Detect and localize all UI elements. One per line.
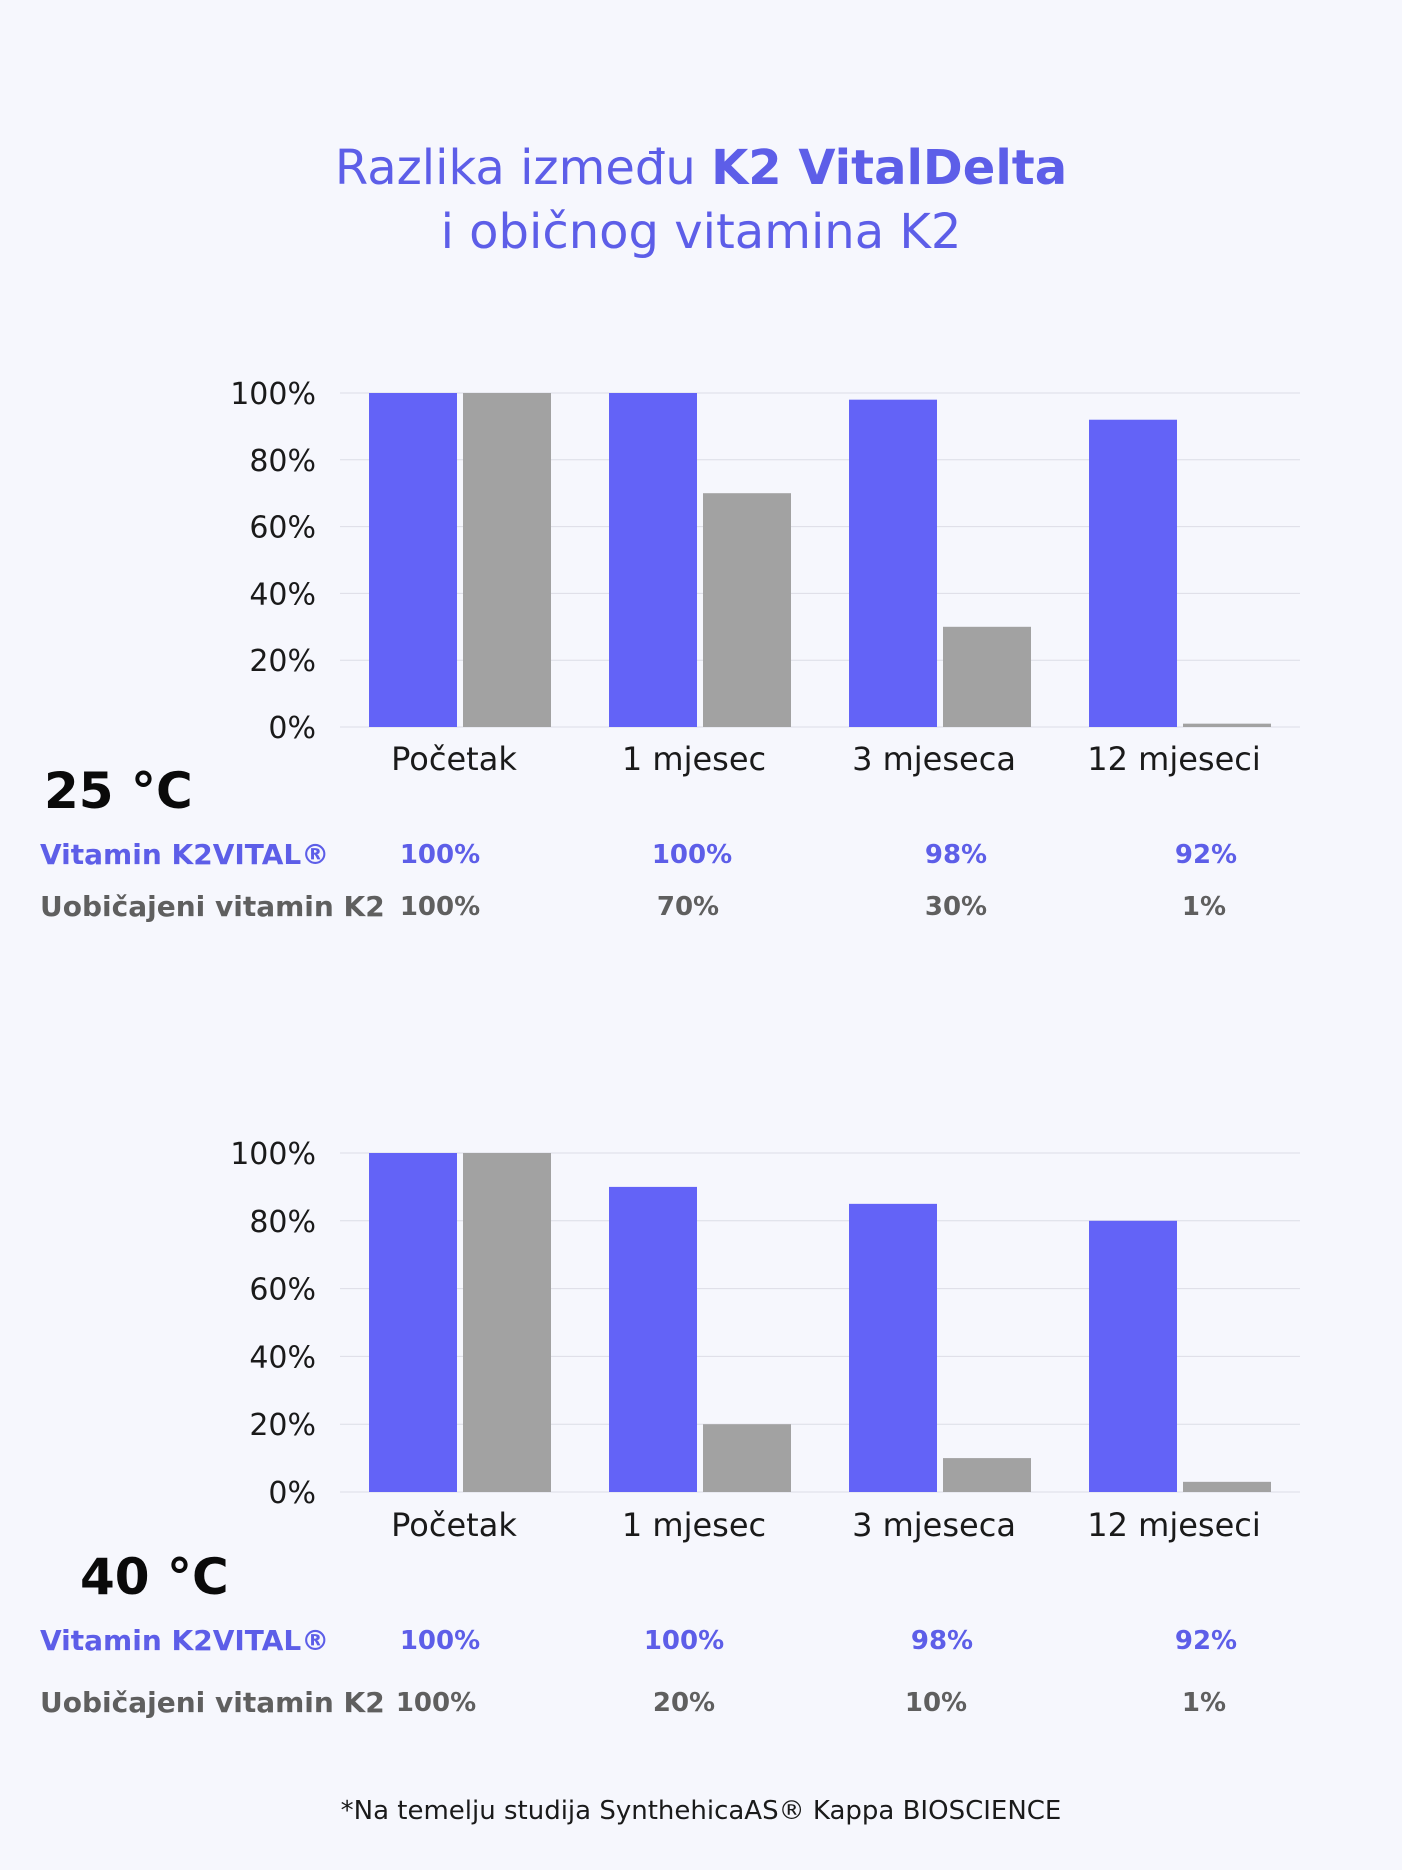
y-tick-label: 80%	[249, 1205, 316, 1240]
temperature-label-40c: 40 °C	[80, 1548, 229, 1606]
x-tick-label: 1 mjesec	[622, 1506, 766, 1544]
bar-regular	[943, 1458, 1031, 1492]
x-tick-label: Početak	[391, 1506, 517, 1544]
value-k2vital-40c-2: 98%	[910, 1626, 974, 1656]
value-regular-25c-2: 30%	[924, 892, 988, 922]
bar-regular	[703, 1424, 791, 1492]
y-tick-label: 100%	[230, 1137, 316, 1172]
legend-row-k2vital-25c: Vitamin K2VITAL®	[40, 838, 330, 871]
bar-regular	[1183, 1481, 1271, 1492]
title-line-2: i običnog vitamina K2	[440, 204, 962, 260]
bar-regular	[943, 626, 1031, 727]
value-regular-40c-2: 10%	[904, 1688, 968, 1718]
chart-40c: 0% 20% 40% 60% 80% 100% Početak 1 mjesec 3 mjese…	[230, 1137, 1300, 1544]
y-tick-label: 40%	[249, 577, 316, 612]
legend-row-regular-25c: Uobičajeni vitamin K2	[40, 890, 385, 923]
value-k2vital-25c-1: 100%	[651, 840, 733, 870]
bar-k2vital	[849, 399, 937, 727]
legend-row-regular-40c: Uobičajeni vitamin K2	[40, 1686, 385, 1719]
value-regular-40c-1: 20%	[652, 1688, 716, 1718]
title-brand: K2 VitalDelta	[711, 140, 1068, 196]
x-tick-label: 12 mjeseci	[1087, 1506, 1260, 1544]
page-title: Razlika između K2 VitalDelta i običnog v…	[0, 136, 1402, 264]
value-k2vital-40c-1: 100%	[643, 1626, 725, 1656]
value-regular-25c-0: 100%	[399, 892, 481, 922]
value-k2vital-40c-3: 92%	[1174, 1626, 1238, 1656]
y-tick-label: 60%	[249, 1273, 316, 1308]
value-k2vital-25c-3: 92%	[1174, 840, 1238, 870]
y-tick-label: 40%	[249, 1340, 316, 1375]
y-tick-label: 0%	[268, 1476, 316, 1511]
legend-row-k2vital-40c: Vitamin K2VITAL®	[40, 1624, 330, 1657]
temperature-label-25c: 25 °C	[44, 762, 193, 820]
bar-regular	[463, 1153, 551, 1492]
value-regular-40c-0: 100%	[395, 1688, 477, 1718]
bar-k2vital	[1089, 1220, 1177, 1492]
value-regular-40c-3: 1%	[1181, 1688, 1227, 1718]
bar-k2vital	[609, 393, 697, 727]
bar-regular	[1183, 723, 1271, 727]
bar-k2vital	[369, 393, 457, 727]
x-tick-label: 1 mjesec	[622, 740, 766, 778]
x-tick-label: 3 mjeseca	[852, 740, 1016, 778]
bar-k2vital	[609, 1186, 697, 1492]
title-prefix: Razlika između	[334, 140, 712, 196]
value-regular-25c-3: 1%	[1181, 892, 1227, 922]
bar-regular	[703, 493, 791, 727]
y-tick-label: 80%	[249, 444, 316, 479]
y-tick-label: 0%	[268, 711, 316, 746]
chart-25c: 0% 20% 40% 60% 80% 100% Početak 1 mjesec 3 mjese…	[230, 377, 1300, 778]
y-tick-label: 100%	[230, 377, 316, 412]
bar-regular	[463, 393, 551, 727]
bar-k2vital	[849, 1203, 937, 1492]
value-k2vital-25c-0: 100%	[399, 840, 481, 870]
y-tick-label: 20%	[249, 1408, 316, 1443]
value-k2vital-25c-2: 98%	[924, 840, 988, 870]
x-tick-label: Početak	[391, 740, 517, 778]
value-k2vital-40c-0: 100%	[399, 1626, 481, 1656]
y-tick-label: 20%	[249, 644, 316, 679]
x-tick-label: 12 mjeseci	[1087, 740, 1260, 778]
title-line-1: Razlika između K2 VitalDelta	[0, 136, 1402, 200]
y-tick-label: 60%	[249, 511, 316, 546]
footnote: *Na temelju studija SynthehicaAS® Kappa …	[340, 1796, 1062, 1826]
x-tick-label: 3 mjeseca	[852, 1506, 1016, 1544]
value-regular-25c-1: 70%	[656, 892, 720, 922]
bar-k2vital	[369, 1153, 457, 1492]
bar-k2vital	[1089, 419, 1177, 727]
